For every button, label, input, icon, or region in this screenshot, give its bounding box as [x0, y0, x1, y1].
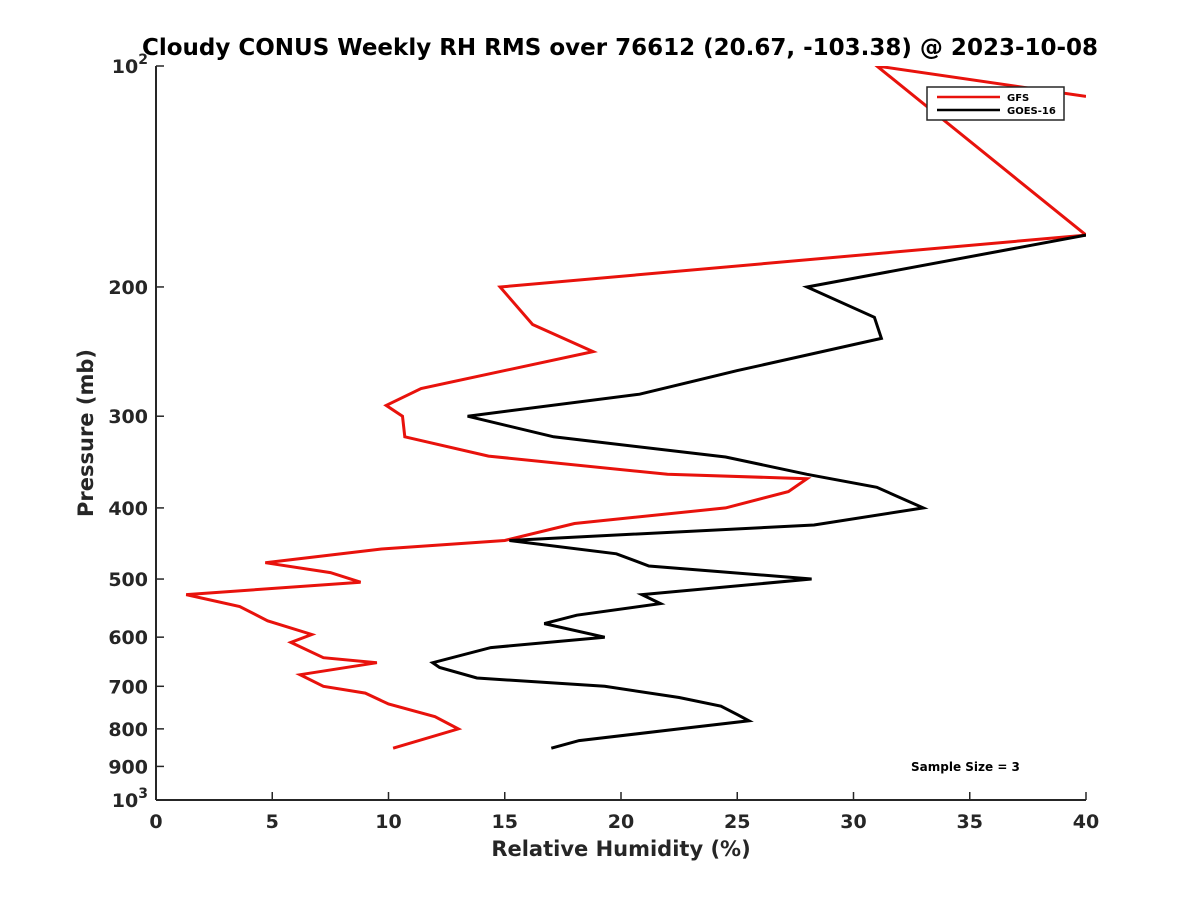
x-tick-label: 10: [375, 811, 401, 833]
y-tick-label: 300: [108, 406, 148, 428]
y-tick-label: 400: [108, 498, 148, 520]
series-line-goes-16: [429, 233, 1086, 750]
y-tick-label: 700: [108, 676, 148, 698]
y-tick-label: 600: [108, 627, 148, 649]
x-tick-label: 5: [266, 811, 279, 833]
y-tick-label: 800: [108, 719, 148, 741]
y-tick-label: 900: [108, 756, 148, 778]
x-axis-label: Relative Humidity (%): [491, 837, 750, 861]
y-tick-label: 500: [108, 569, 148, 591]
legend: GFS GOES-16: [926, 86, 1065, 121]
x-tick-label: 0: [149, 811, 162, 833]
series-line-gfs: [185, 66, 1086, 750]
y-axis-label: Pressure (mb): [74, 349, 98, 517]
series-layer: [185, 66, 1086, 750]
x-tick-label: 30: [840, 811, 866, 833]
x-tick-label: 35: [957, 811, 983, 833]
x-tick-label: 20: [608, 811, 634, 833]
y-axis-ticks: 102 200 300 400 500 600 700 800 900 103: [108, 52, 164, 812]
x-axis-ticks: 0 5 10 15 20 25 30 35 40: [149, 792, 1099, 833]
legend-label-goes16: GOES-16: [1007, 106, 1056, 117]
y-tick-label: 103: [112, 786, 148, 812]
legend-box: [926, 86, 1065, 121]
plot-area: 0 5 10 15 20 25 30 35 40 102 200 300 400 500 600 700 80…: [108, 52, 1099, 833]
x-tick-label: 25: [724, 811, 750, 833]
sample-size-annotation: Sample Size = 3: [911, 760, 1020, 774]
y-tick-label: 102: [112, 52, 148, 78]
x-tick-label: 40: [1073, 811, 1099, 833]
x-tick-label: 15: [492, 811, 518, 833]
chart-title: Cloudy CONUS Weekly RH RMS over 76612 (2…: [142, 35, 1098, 61]
y-tick-label: 200: [108, 277, 148, 299]
legend-label-gfs: GFS: [1007, 93, 1029, 104]
